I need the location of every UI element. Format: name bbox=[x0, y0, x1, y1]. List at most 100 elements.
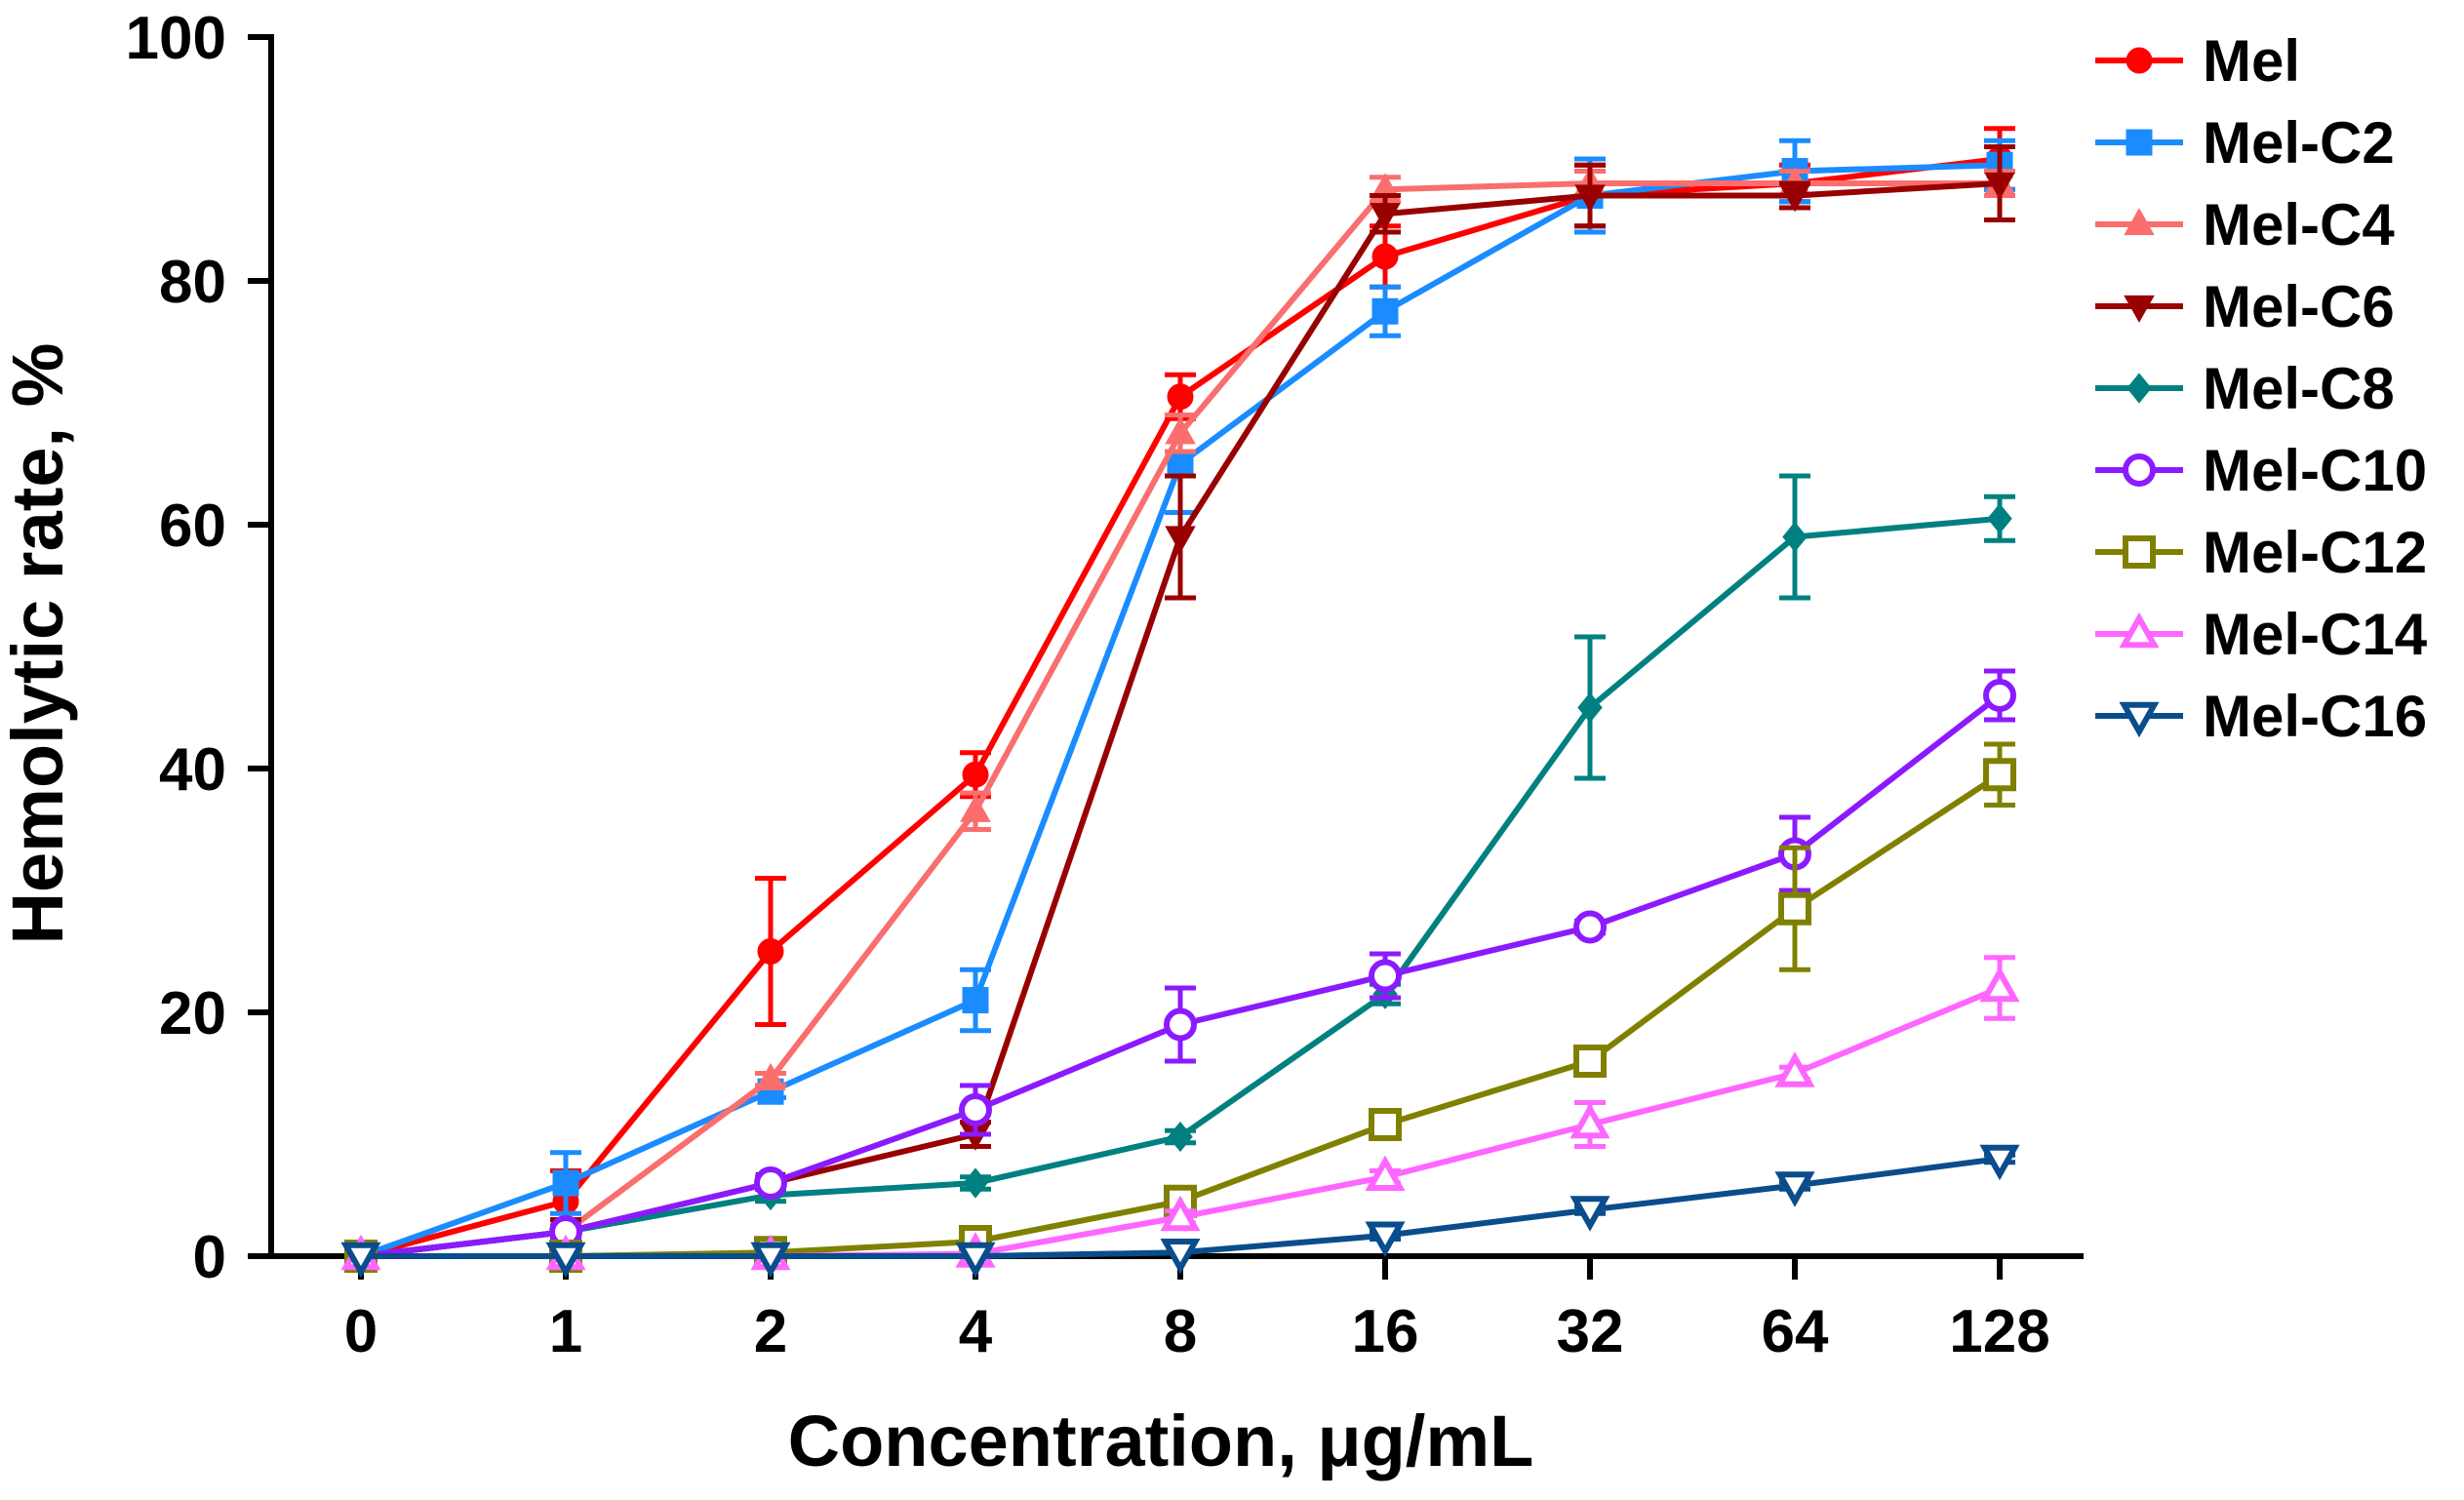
legend-label: Mel-C14 bbox=[2203, 602, 2428, 667]
data-point bbox=[1160, 1239, 1201, 1275]
legend-item: Mel-C2 bbox=[2095, 110, 2395, 176]
data-point bbox=[1369, 1108, 1402, 1141]
data-point bbox=[1160, 1195, 1201, 1232]
y-tick-label: 20 bbox=[159, 980, 226, 1047]
y-tick-label: 100 bbox=[126, 5, 226, 72]
data-point bbox=[1570, 1196, 1610, 1232]
x-tick-label: 2 bbox=[754, 1298, 787, 1365]
data-point bbox=[545, 1242, 586, 1279]
x-tick-label: 1 bbox=[549, 1298, 582, 1365]
legend-item: Mel-C8 bbox=[2095, 356, 2395, 421]
data-point bbox=[1983, 679, 2016, 712]
data-point bbox=[755, 1062, 786, 1090]
series-mel-c4 bbox=[345, 167, 2015, 1268]
data-point bbox=[1168, 1121, 1193, 1153]
axes bbox=[268, 34, 2084, 1259]
data-point bbox=[1570, 1102, 1610, 1139]
data-point bbox=[2126, 47, 2153, 74]
ticks: 0 1 2 4 8 16 32 64 128 0 20 40 60 80 100 bbox=[126, 5, 2050, 1365]
data-point bbox=[1167, 383, 1194, 411]
series-line bbox=[360, 180, 2001, 1259]
y-axis-title: Hemolytic rate, % bbox=[0, 343, 78, 945]
data-point bbox=[1573, 1045, 1607, 1078]
data-point bbox=[1165, 416, 1196, 445]
legend-item: Mel-C4 bbox=[2095, 192, 2395, 257]
x-tick-label: 32 bbox=[1557, 1298, 1624, 1365]
data-point bbox=[2119, 612, 2160, 649]
plot-area bbox=[340, 126, 2020, 1279]
data-point bbox=[962, 987, 989, 1013]
series-mel-c16 bbox=[340, 1144, 2020, 1279]
data-point bbox=[1979, 1144, 2020, 1181]
legend-label: Mel-C6 bbox=[2203, 274, 2395, 339]
data-point bbox=[1774, 1171, 1815, 1207]
x-tick-label: 64 bbox=[1762, 1298, 1829, 1365]
data-point bbox=[2119, 701, 2160, 738]
legend-item: Mel-C6 bbox=[2095, 274, 2395, 339]
y-tick-label: 40 bbox=[159, 736, 226, 804]
data-point bbox=[1987, 503, 2012, 534]
x-tick-label: 128 bbox=[1949, 1298, 2049, 1365]
legend-label: Mel bbox=[2203, 28, 2300, 94]
series-mel-c8 bbox=[348, 473, 2015, 1272]
series-line bbox=[360, 180, 2000, 1259]
legend-item: Mel-C10 bbox=[2095, 438, 2427, 503]
data-point bbox=[1979, 966, 2020, 1003]
data-point bbox=[962, 761, 989, 788]
data-point bbox=[750, 1242, 791, 1279]
data-point bbox=[1778, 891, 1811, 926]
series-mel-c10 bbox=[344, 668, 2016, 1273]
legend-label: Mel-C2 bbox=[2203, 110, 2395, 176]
data-point bbox=[1164, 1007, 1197, 1042]
y-tick-label: 0 bbox=[193, 1224, 226, 1291]
data-point bbox=[1574, 184, 1606, 213]
series-mel-c2 bbox=[347, 138, 2015, 1270]
legend-item: Mel-C14 bbox=[2095, 602, 2428, 667]
legend-label: Mel-C8 bbox=[2203, 356, 2395, 421]
legend-label: Mel-C12 bbox=[2203, 520, 2427, 585]
x-tick-label: 8 bbox=[1164, 1298, 1197, 1365]
data-point bbox=[955, 1242, 996, 1279]
data-point bbox=[2126, 373, 2152, 404]
data-point bbox=[1369, 959, 1402, 993]
data-point bbox=[757, 938, 784, 965]
data-point bbox=[1165, 526, 1196, 554]
data-point bbox=[1371, 243, 1399, 270]
legend-item: Mel bbox=[2095, 28, 2300, 94]
data-point bbox=[1365, 1221, 1406, 1257]
data-point bbox=[1782, 521, 1808, 553]
series-line bbox=[360, 156, 2001, 1259]
y-tick-label: 80 bbox=[159, 249, 226, 316]
legend-item: Mel-C12 bbox=[2095, 520, 2427, 585]
legend-label: Mel-C4 bbox=[2203, 192, 2395, 257]
legend-item: Mel-C16 bbox=[2095, 684, 2427, 749]
y-tick-label: 60 bbox=[159, 493, 226, 560]
series-mel-c6 bbox=[345, 144, 2015, 1273]
data-point bbox=[1371, 297, 1399, 325]
data-point bbox=[959, 1093, 992, 1126]
x-tick-label: 16 bbox=[1352, 1298, 1419, 1365]
data-point bbox=[552, 1169, 579, 1197]
data-point bbox=[1365, 1155, 1406, 1191]
x-axis-title: Concentration, μg/mL bbox=[788, 1401, 1534, 1481]
data-point bbox=[963, 1167, 988, 1199]
x-tick-label: 0 bbox=[344, 1298, 378, 1365]
series-line bbox=[360, 692, 2002, 1259]
series-mel bbox=[347, 126, 2015, 1270]
data-point bbox=[1983, 758, 2016, 792]
data-point bbox=[340, 1242, 381, 1279]
data-point bbox=[2124, 295, 2155, 323]
data-point bbox=[2124, 208, 2155, 236]
data-point bbox=[1167, 451, 1194, 477]
x-tick-label: 4 bbox=[959, 1298, 993, 1365]
data-point bbox=[960, 794, 991, 822]
data-point bbox=[1573, 910, 1607, 944]
data-point bbox=[1774, 1051, 1815, 1087]
legend: Mel Mel-C2 Mel-C4 Mel-C6 Mel-C8 Mel-C10 Mel-C1… bbox=[2095, 28, 2428, 749]
data-point bbox=[754, 1166, 787, 1200]
data-point bbox=[1577, 691, 1603, 724]
data-point bbox=[1984, 172, 2015, 200]
series-line bbox=[359, 162, 2001, 1259]
legend-label: Mel-C16 bbox=[2203, 684, 2427, 749]
data-point bbox=[1370, 203, 1401, 231]
